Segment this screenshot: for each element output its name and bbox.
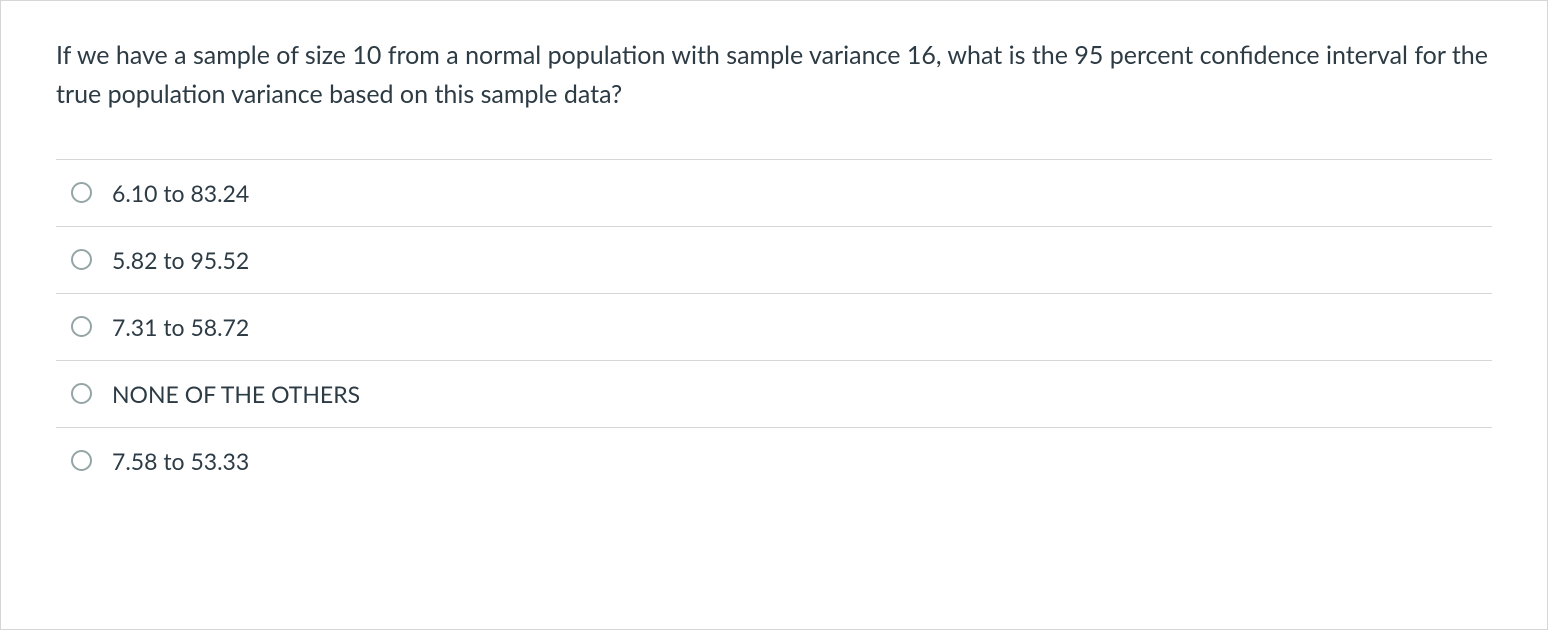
question-container: If we have a sample of size 10 from a no… <box>0 0 1548 630</box>
option-row[interactable]: 6.10 to 83.24 <box>56 159 1492 226</box>
option-label: NONE OF THE OTHERS <box>112 380 360 408</box>
question-text: If we have a sample of size 10 from a no… <box>56 36 1492 114</box>
option-row[interactable]: 5.82 to 95.52 <box>56 226 1492 293</box>
option-row[interactable]: 7.31 to 58.72 <box>56 293 1492 360</box>
option-label: 5.82 to 95.52 <box>112 246 249 274</box>
option-label: 7.58 to 53.33 <box>112 447 249 475</box>
option-row[interactable]: 7.58 to 53.33 <box>56 427 1492 485</box>
radio-option-a[interactable] <box>71 182 92 203</box>
radio-option-c[interactable] <box>71 316 92 337</box>
option-label: 6.10 to 83.24 <box>112 179 249 207</box>
options-list: 6.10 to 83.24 5.82 to 95.52 7.31 to 58.7… <box>56 159 1492 485</box>
option-row[interactable]: NONE OF THE OTHERS <box>56 360 1492 427</box>
radio-option-d[interactable] <box>71 383 92 404</box>
radio-option-e[interactable] <box>71 450 92 471</box>
option-label: 7.31 to 58.72 <box>112 313 249 341</box>
radio-option-b[interactable] <box>71 249 92 270</box>
